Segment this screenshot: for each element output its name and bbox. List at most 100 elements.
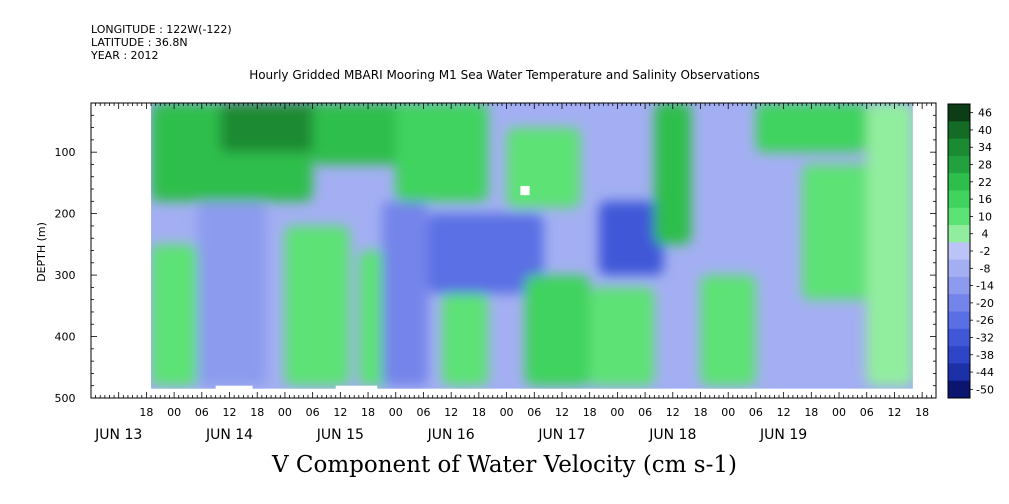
missing-patch — [215, 385, 253, 398]
data-region — [598, 201, 664, 276]
colorbar-swatch — [948, 207, 970, 226]
x-date-label: JUN 15 — [316, 427, 364, 443]
x-tick-label: 18 — [583, 406, 597, 419]
x-tick-label: 18 — [804, 406, 818, 419]
colorbar-label: -44 — [976, 366, 994, 379]
x-date-label: JUN 16 — [427, 427, 475, 443]
missing-patch — [520, 185, 530, 196]
x-tick-label: 12 — [555, 406, 569, 419]
colorbar-swatch — [948, 155, 970, 174]
x-tick-label: 00 — [721, 406, 735, 419]
x-tick-label: 12 — [887, 406, 901, 419]
data-region — [381, 201, 429, 386]
data-region — [654, 103, 692, 245]
x-tick-label: 06 — [860, 406, 874, 419]
x-tick-label: 18 — [361, 406, 375, 419]
longitude-label: LONGITUDE : 122W(-122) — [91, 23, 232, 36]
y-tick-label: 300 — [55, 269, 76, 282]
x-tick-label: 12 — [333, 406, 347, 419]
x-tick-label: 00 — [500, 406, 514, 419]
x-axis: 18 00 06 12 18 00 06 12 18 00 06 12 18 00 06 12 18 00 06 12… — [90, 103, 937, 443]
data-region — [525, 275, 590, 386]
x-tick-label: 18 — [915, 406, 929, 419]
data-region — [284, 225, 350, 386]
x-date-label: JUN 17 — [537, 427, 585, 443]
blank-left — [91, 103, 152, 398]
y-tick-label: 200 — [55, 208, 76, 221]
variable-label: V Component of Water Velocity (cm s-1) — [272, 452, 737, 478]
x-date-label: JUN 18 — [648, 427, 696, 443]
colorbar-label: 22 — [978, 176, 992, 189]
colorbar-swatch — [948, 138, 970, 157]
x-tick-label: 06 — [638, 406, 652, 419]
colorbar-label: -26 — [976, 314, 994, 327]
colorbar-label: 10 — [978, 210, 992, 223]
colorbar-label: 34 — [978, 141, 992, 154]
colorbar-label: 46 — [978, 107, 992, 120]
colorbar-label: -8 — [980, 262, 991, 275]
x-tick-label: 18 — [139, 406, 153, 419]
colorbar-swatch — [948, 121, 970, 140]
colorbar-label: -2 — [980, 245, 991, 258]
data-region — [312, 103, 405, 165]
colorbar-label: 16 — [978, 193, 992, 206]
x-tick-label: 06 — [749, 406, 763, 419]
x-tick-label: 00 — [610, 406, 624, 419]
colorbar-swatch — [948, 346, 970, 364]
x-tick-label: 12 — [666, 406, 680, 419]
x-tick-label: 18 — [250, 406, 264, 419]
x-tick-label: 00 — [832, 406, 846, 419]
x-tick-label: 12 — [223, 406, 237, 419]
colorbar-swatch — [948, 311, 970, 330]
colorbar-label: -38 — [976, 349, 994, 362]
colorbar-swatch — [948, 294, 970, 313]
data-region — [866, 103, 913, 386]
x-tick-label: 18 — [694, 406, 708, 419]
data-region — [589, 287, 655, 386]
data-region — [428, 213, 544, 294]
x-tick-label: 00 — [278, 406, 292, 419]
x-tick-label: 06 — [416, 406, 430, 419]
colorbar-swatch — [948, 363, 970, 382]
y-axis: 100 200 300 400 500 — [55, 102, 936, 405]
data-field — [151, 103, 913, 389]
colorbar-swatch — [948, 259, 970, 278]
data-region — [700, 275, 756, 386]
year-label: YEAR : 2012 — [91, 49, 159, 62]
data-region — [197, 201, 267, 386]
data-region — [441, 293, 489, 386]
x-tick-label: 00 — [167, 406, 181, 419]
colorbar-swatch — [948, 190, 970, 209]
colorbar-label: 4 — [982, 228, 989, 241]
colorbar-label: -50 — [976, 383, 994, 396]
colorbar: 46 40 34 28 22 16 10 4 -2 -8 -14 -20 -26 -32 -38 -44 -50 — [947, 103, 994, 399]
data-regions — [151, 103, 913, 386]
colorbar-label: 40 — [978, 124, 992, 137]
colorbar-swatch — [948, 242, 970, 261]
colorbar-label: 28 — [978, 159, 992, 172]
x-tick-label: 06 — [527, 406, 541, 419]
colorbar-swatch — [948, 276, 970, 295]
colorbar-swatch — [948, 225, 970, 243]
latitude-label: LATITUDE : 36.8N — [91, 36, 188, 49]
colorbar-swatch — [948, 104, 970, 122]
data-region — [506, 127, 581, 208]
colorbar-swatch — [948, 380, 970, 399]
data-region — [395, 103, 489, 202]
x-tick-label: 12 — [444, 406, 458, 419]
y-axis-label: DEPTH (m) — [35, 222, 48, 282]
y-tick-label: 100 — [55, 146, 76, 159]
colorbar-swatch — [948, 328, 970, 347]
missing-patch — [335, 385, 378, 398]
colorbar-label: -14 — [976, 280, 994, 293]
chart-title: Hourly Gridded MBARI Mooring M1 Sea Wate… — [249, 68, 760, 82]
x-date-label: JUN 14 — [205, 427, 253, 443]
data-region — [151, 244, 198, 386]
y-tick-label: 400 — [55, 331, 76, 344]
x-date-label: JUN 13 — [94, 427, 142, 443]
missing-data — [91, 103, 936, 398]
colorbar-label: -20 — [976, 297, 994, 310]
data-region — [755, 103, 867, 153]
x-date-label: JUN 19 — [759, 427, 807, 443]
